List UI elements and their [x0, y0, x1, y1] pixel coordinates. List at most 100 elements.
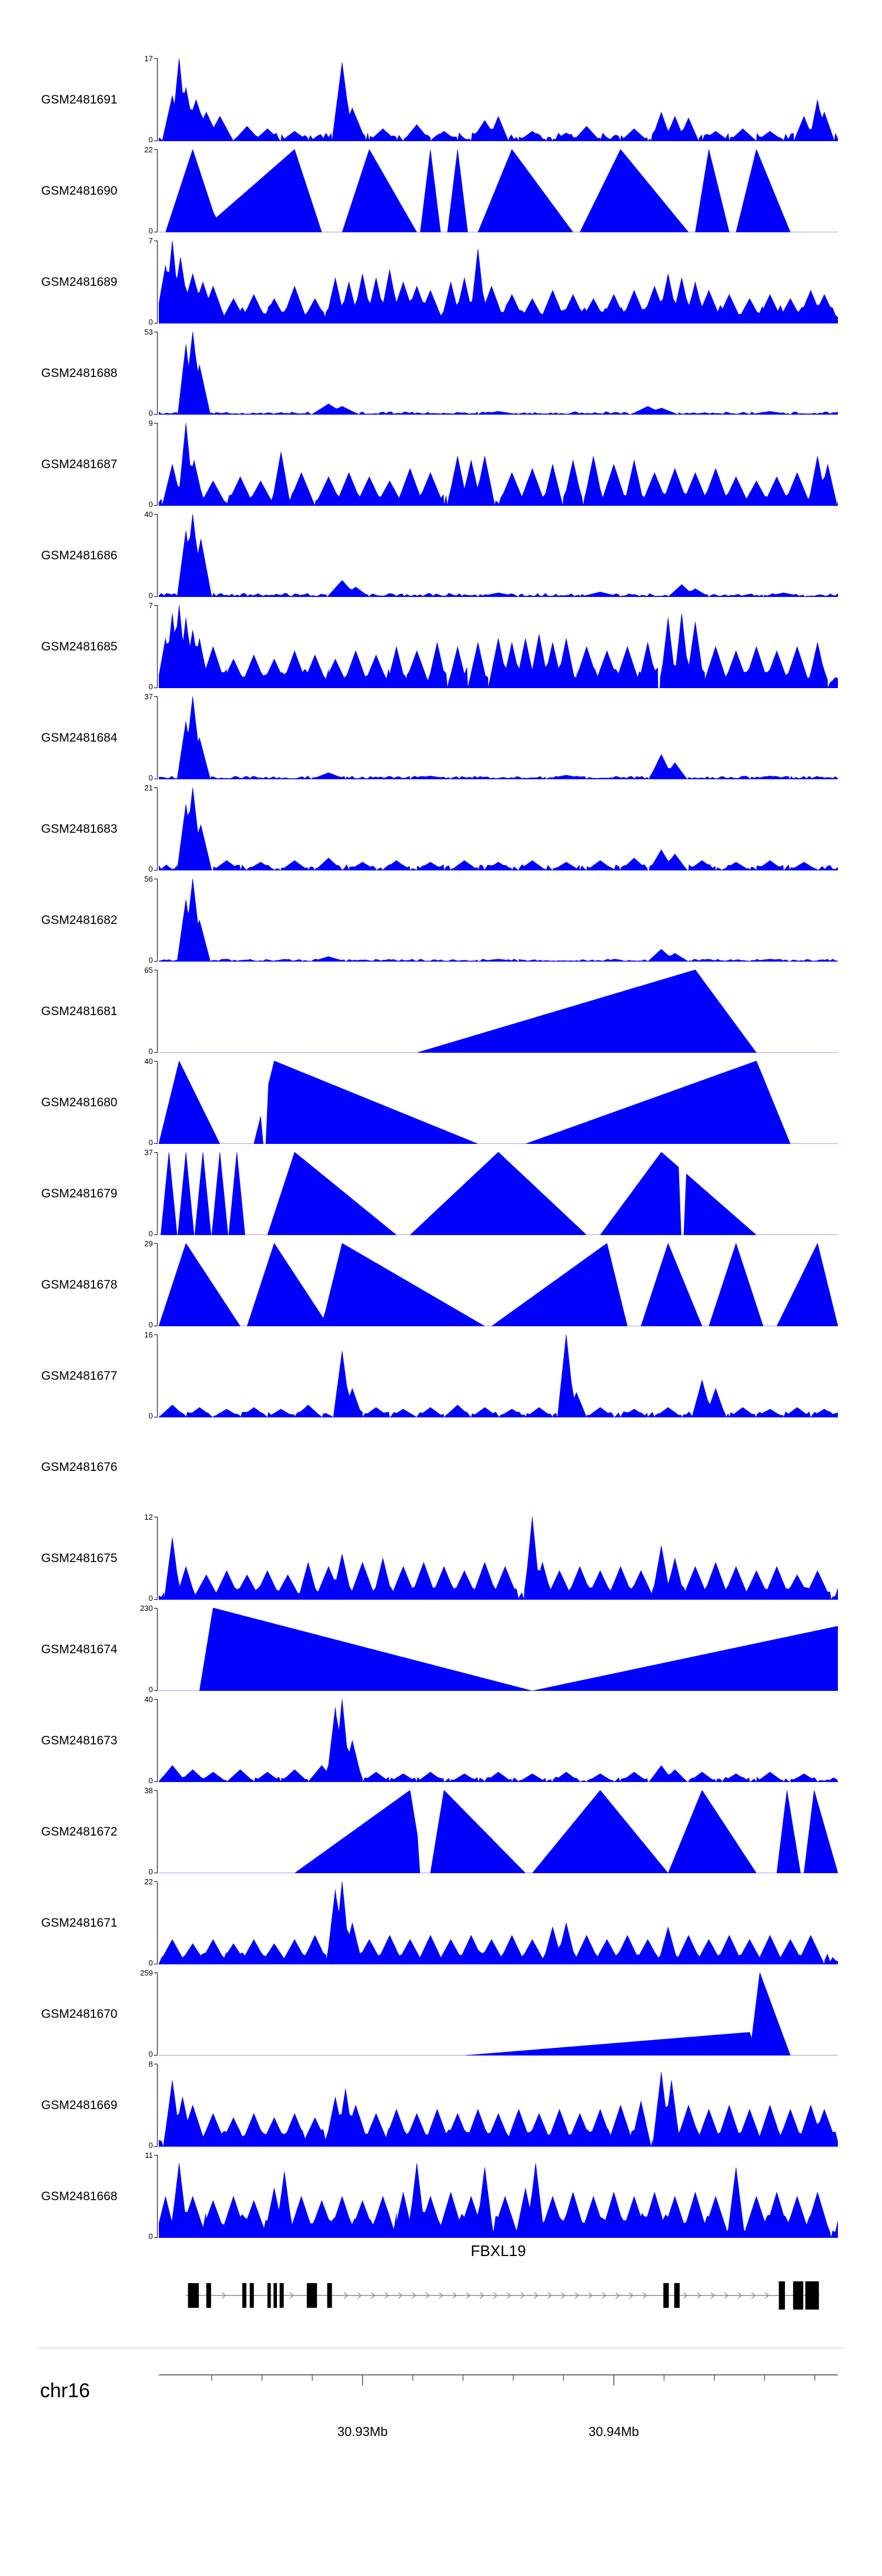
coverage-area — [159, 1973, 838, 2056]
yaxis-zero-label: 0 — [148, 2232, 153, 2241]
yaxis-zero-label: 0 — [148, 956, 153, 965]
exon-box — [306, 2283, 318, 2308]
yaxis-zero-label: 0 — [148, 773, 153, 782]
yaxis-max-label: 22 — [144, 1877, 153, 1886]
coverage-area-plot — [159, 788, 838, 870]
yaxis-line — [154, 241, 158, 323]
track-label: GSM2481684 — [41, 730, 118, 745]
yaxis-zero-label: 0 — [148, 1958, 153, 1967]
coverage-area-plot — [159, 514, 838, 597]
yaxis-max-label: 40 — [144, 1057, 153, 1066]
strand-arrow-icon — [412, 2292, 416, 2299]
track-label: GSM2481670 — [41, 2007, 118, 2021]
strand-arrow-icon — [697, 2292, 701, 2299]
exon-box — [279, 2283, 284, 2308]
yaxis-max-label: 22 — [144, 145, 153, 154]
coverage-area-plot — [159, 1152, 838, 1235]
yaxis-max-label: 12 — [144, 1513, 153, 1521]
strand-arrow-icon — [615, 2292, 620, 2299]
yaxis-line — [154, 1334, 158, 1417]
strand-arrow-icon — [751, 2292, 756, 2299]
exon-box — [188, 2283, 199, 2308]
track-label: GSM2481674 — [41, 1642, 118, 1656]
genome-axis-track: chr16 30.93Mb 30.94Mb — [0, 2370, 882, 2476]
yaxis-line — [154, 1881, 158, 1964]
yaxis-line — [154, 514, 158, 597]
exon-box — [206, 2283, 211, 2308]
track-label: GSM2481686 — [41, 548, 118, 562]
data-track-row: GSM2481668 11 0 — [0, 2151, 882, 2242]
strand-arrow-icon — [520, 2292, 525, 2299]
exon-box — [249, 2283, 254, 2308]
track-label: GSM2481680 — [41, 1095, 118, 1109]
coverage-area — [159, 1881, 838, 1964]
strand-arrow-icon — [683, 2292, 688, 2299]
yaxis-line — [154, 149, 158, 232]
strand-arrow-icon — [574, 2292, 579, 2299]
strand-arrow-icon — [479, 2292, 485, 2299]
exon-box — [242, 2283, 246, 2308]
track-label: GSM2481669 — [41, 2098, 118, 2112]
yaxis-max-label: 259 — [140, 1968, 153, 1977]
yaxis-zero-label: 0 — [148, 1594, 153, 1603]
coverage-area-plot — [159, 2163, 838, 2238]
strand-arrow-icon — [289, 2292, 294, 2299]
data-track-row: GSM2481684 37 0 — [0, 692, 882, 783]
yaxis-line — [154, 1061, 158, 1144]
exon-box — [779, 2281, 785, 2310]
yaxis-line — [154, 879, 158, 962]
strand-arrow-icon — [737, 2292, 743, 2299]
data-track-row: GSM2481672 38 0 — [0, 1786, 882, 1877]
track-label: GSM2481676 — [41, 1460, 118, 1474]
gene-region-track: FBXL19 — [0, 2242, 882, 2345]
strand-arrow-icon — [547, 2292, 552, 2299]
coverage-area — [159, 605, 838, 688]
strand-arrow-icon — [534, 2292, 539, 2299]
yaxis-line — [154, 2155, 158, 2238]
yaxis-max-label: 40 — [144, 1695, 153, 1704]
strand-arrow-icon — [425, 2292, 430, 2299]
exon-box — [663, 2283, 669, 2308]
yaxis-max-label: 8 — [148, 2060, 153, 2068]
yaxis-max-label: 21 — [144, 783, 153, 792]
exon-box — [793, 2281, 804, 2310]
data-track-row: GSM2481689 7 0 — [0, 236, 882, 328]
data-track-row: GSM2481680 40 0 — [0, 1057, 882, 1148]
strand-arrow-icon — [439, 2292, 443, 2299]
strand-arrow-icon — [561, 2292, 566, 2299]
track-label: GSM2481677 — [41, 1369, 118, 1383]
yaxis-zero-label: 0 — [148, 1138, 153, 1147]
exon-box — [273, 2283, 277, 2308]
yaxis-zero-label: 0 — [148, 318, 153, 326]
coverage-area-plot — [159, 696, 838, 779]
yaxis-max-label: 40 — [144, 510, 153, 519]
strand-arrow-icon — [221, 2292, 226, 2299]
data-track-row: GSM2481676 0 — [0, 1422, 882, 1513]
data-track-row: GSM2481671 22 0 — [0, 1877, 882, 1968]
yaxis-line — [154, 1517, 158, 1600]
yaxis-max-label: 29 — [144, 1239, 153, 1248]
coverage-area — [159, 241, 838, 323]
yaxis-line — [154, 2064, 158, 2147]
track-label: GSM2481673 — [41, 1733, 118, 1747]
coverage-area-plot — [159, 1334, 838, 1417]
yaxis-max-label: 16 — [144, 1330, 153, 1339]
data-track-row: GSM2481690 22 0 — [0, 145, 882, 236]
coverage-area — [159, 696, 838, 779]
strand-arrow-icon — [398, 2292, 403, 2299]
track-label: GSM2481671 — [41, 1916, 118, 1930]
yaxis-max-label: 17 — [144, 54, 153, 63]
yaxis-zero-label: 0 — [148, 500, 153, 509]
yaxis-zero-label: 0 — [148, 2141, 153, 2150]
coverage-area-plot — [159, 332, 838, 415]
data-track-row: GSM2481677 16 0 — [0, 1330, 882, 1422]
track-label: GSM2481683 — [41, 822, 118, 836]
yaxis-zero-label: 0 — [148, 865, 153, 873]
strand-arrow-icon — [370, 2292, 376, 2299]
coverage-area — [159, 788, 838, 870]
coverage-area-plot — [159, 149, 838, 232]
yaxis-zero-label: 0 — [148, 1047, 153, 1056]
yaxis-max-label: 7 — [148, 236, 153, 245]
track-label: GSM2481688 — [41, 366, 118, 380]
